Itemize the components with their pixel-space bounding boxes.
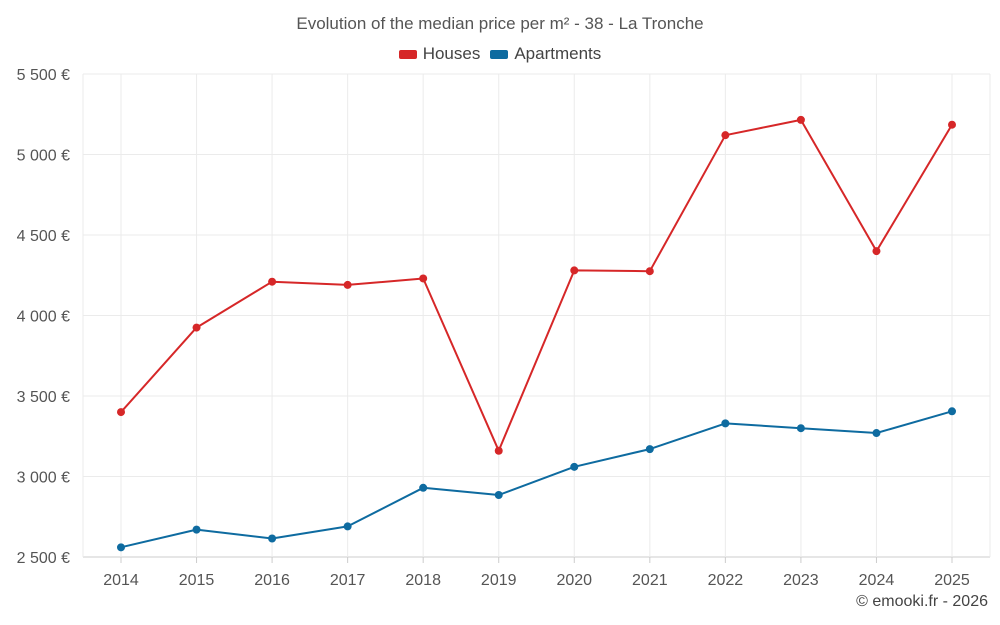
y-tick-label: 4 000 € bbox=[17, 309, 70, 326]
data-point-apartments[interactable] bbox=[721, 419, 730, 428]
x-tick-label: 2021 bbox=[632, 572, 668, 589]
legend-item-apartments[interactable]: Apartments bbox=[490, 44, 601, 64]
y-tick-label: 5 500 € bbox=[17, 67, 70, 84]
data-point-houses[interactable] bbox=[268, 277, 277, 286]
data-point-houses[interactable] bbox=[721, 131, 730, 140]
x-tick-label: 2019 bbox=[481, 572, 517, 589]
data-point-apartments[interactable] bbox=[192, 525, 201, 534]
data-point-houses[interactable] bbox=[192, 323, 201, 332]
legend-swatch-apartments bbox=[490, 49, 509, 59]
data-point-houses[interactable] bbox=[948, 120, 956, 129]
x-tick-label: 2016 bbox=[254, 572, 290, 589]
data-point-apartments[interactable] bbox=[570, 462, 579, 471]
data-point-apartments[interactable] bbox=[117, 543, 125, 552]
x-tick-label: 2024 bbox=[859, 572, 895, 589]
legend-label-apartments: Apartments bbox=[514, 44, 602, 63]
data-point-houses[interactable] bbox=[117, 408, 125, 417]
data-point-apartments[interactable] bbox=[419, 483, 428, 492]
x-tick-label: 2014 bbox=[103, 572, 139, 589]
data-point-apartments[interactable] bbox=[872, 429, 881, 438]
data-point-houses[interactable] bbox=[796, 115, 805, 124]
axes: 2 500 € 3 000 € 3 500 € 4 000 € 4 500 € 5 000… bbox=[17, 67, 970, 589]
series-line-apartments bbox=[120, 410, 953, 549]
x-tick-label: 2018 bbox=[405, 572, 441, 589]
credit-text: © emooki.fr - 2026 bbox=[856, 593, 988, 610]
x-tick-label: 2015 bbox=[179, 572, 215, 589]
data-point-houses[interactable] bbox=[494, 446, 503, 455]
data-point-houses[interactable] bbox=[419, 274, 428, 283]
series-layer bbox=[117, 115, 956, 552]
data-point-apartments[interactable] bbox=[343, 522, 352, 531]
legend-item-houses[interactable]: Houses bbox=[398, 44, 481, 64]
data-point-houses[interactable] bbox=[343, 280, 352, 289]
y-tick-label: 3 500 € bbox=[17, 389, 70, 406]
y-tick-label: 3 000 € bbox=[17, 470, 70, 487]
data-point-apartments[interactable] bbox=[268, 534, 277, 543]
x-tick-label: 2023 bbox=[783, 572, 819, 589]
legend-swatch-houses bbox=[398, 49, 417, 59]
data-point-houses[interactable] bbox=[872, 247, 881, 256]
x-tick-label: 2025 bbox=[934, 572, 970, 589]
y-tick-label: 5 000 € bbox=[17, 148, 70, 165]
data-point-apartments[interactable] bbox=[796, 424, 805, 433]
y-tick-label: 4 500 € bbox=[17, 228, 70, 245]
x-tick-label: 2017 bbox=[330, 572, 366, 589]
legend: Houses Apartments bbox=[0, 44, 1000, 64]
grid bbox=[82, 73, 991, 558]
data-point-houses[interactable] bbox=[645, 267, 654, 276]
x-tick-label: 2022 bbox=[708, 572, 744, 589]
data-point-apartments[interactable] bbox=[645, 445, 654, 454]
data-point-apartments[interactable] bbox=[494, 491, 503, 500]
data-point-houses[interactable] bbox=[570, 266, 579, 275]
chart-title: Evolution of the median price per m² - 3… bbox=[296, 14, 704, 33]
data-point-apartments[interactable] bbox=[948, 407, 956, 416]
legend-label-houses: Houses bbox=[422, 44, 481, 63]
x-tick-label: 2020 bbox=[556, 572, 592, 589]
series-line-houses bbox=[120, 118, 953, 452]
y-tick-label: 2 500 € bbox=[17, 550, 70, 567]
